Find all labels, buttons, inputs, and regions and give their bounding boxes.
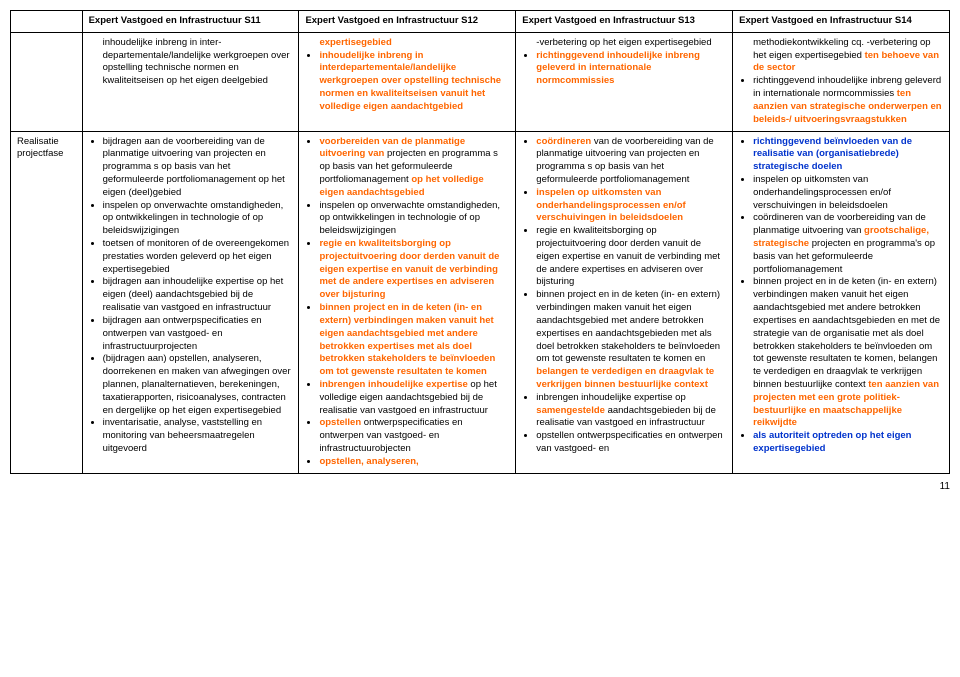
s11-b6: (bijdragen aan) opstellen, analyseren, d… [103, 353, 293, 417]
cell-s13-top: -verbetering op het eigen expertisegebie… [516, 32, 733, 131]
s12-b4: binnen project en in de keten (in- en ex… [319, 302, 509, 379]
row-realisatie-label: Realisatie projectfase [11, 131, 83, 473]
header-blank [11, 11, 83, 33]
row-top: inhoudelijke inbreng in inter-departemen… [11, 32, 950, 131]
s11-b3: toetsen of monitoren of de overeengekome… [103, 238, 293, 276]
cell-s12-top: expertisegebied inhoudelijke inbreng in … [299, 32, 516, 131]
cell-s11-realisatie: bijdragen aan de voorbereiding van de pl… [82, 131, 299, 473]
s12-b2: inspelen op onverwachte omstandigheden, … [319, 200, 509, 238]
cell-s14-realisatie: richtinggevend beïnvloeden van de realis… [733, 131, 950, 473]
s11-b4: bijdragen aan inhoudelijke expertise op … [103, 276, 293, 314]
s12-top-b1: expertisegebied [319, 37, 391, 48]
page-number: 11 [10, 480, 950, 494]
s11-b1: bijdragen aan de voorbereiding van de pl… [103, 136, 293, 200]
s14-top-intro: methodiekontwikkeling cq. -verbetering o… [739, 37, 943, 75]
s11-b2: inspelen op onverwachte omstandigheden, … [103, 200, 293, 238]
s12-top-li2: inhoudelijke inbreng in interdepartement… [319, 50, 509, 114]
row-top-label [11, 32, 83, 131]
header-s13: Expert Vastgoed en Infrastructuur S13 [516, 11, 733, 33]
s12-b6: opstellen ontwerpspecificaties en ontwer… [319, 417, 509, 455]
header-s12: Expert Vastgoed en Infrastructuur S12 [299, 11, 516, 33]
s13-top-li1: richtinggevend inhoudelijke inbreng gele… [536, 50, 726, 88]
header-row: Expert Vastgoed en Infrastructuur S11 Ex… [11, 11, 950, 33]
s11-top-text: inhoudelijke inbreng in inter-departemen… [89, 37, 293, 88]
expertise-table: Expert Vastgoed en Infrastructuur S11 Ex… [10, 10, 950, 474]
cell-s11-top: inhoudelijke inbreng in inter-departemen… [82, 32, 299, 131]
s14-b5: als autoriteit optreden op het eigen exp… [753, 430, 943, 456]
s13-b6: opstellen ontwerpspecificaties en ontwer… [536, 430, 726, 456]
cell-s12-realisatie: voorbereiden van de planmatige uitvoerin… [299, 131, 516, 473]
s14-b1: richtinggevend beïnvloeden van de realis… [753, 136, 943, 174]
s12-b7: opstellen, analyseren, [319, 456, 509, 469]
s11-b7: inventarisatie, analyse, vaststelling en… [103, 417, 293, 455]
header-s11: Expert Vastgoed en Infrastructuur S11 [82, 11, 299, 33]
s14-b2: inspelen op uitkomsten van onderhandelin… [753, 174, 943, 212]
row-realisatie: Realisatie projectfase bijdragen aan de … [11, 131, 950, 473]
s11-b5: bijdragen aan ontwerpspecificaties en on… [103, 315, 293, 353]
s13-b1: coördineren van de voorbereiding van de … [536, 136, 726, 187]
s13-top-intro: -verbetering op het eigen expertisegebie… [522, 37, 726, 50]
cell-s14-top: methodiekontwikkeling cq. -verbetering o… [733, 32, 950, 131]
s12-b5: inbrengen inhoudelijke expertise op het … [319, 379, 509, 417]
s12-b1: voorbereiden van de planmatige uitvoerin… [319, 136, 509, 200]
s13-b4: binnen project en in de keten (in- en ex… [536, 289, 726, 392]
s14-b3: coördineren van de voorbereiding van de … [753, 212, 943, 276]
header-s14: Expert Vastgoed en Infrastructuur S14 [733, 11, 950, 33]
s14-top-li1: richtinggevend inhoudelijke inbreng gele… [753, 75, 943, 126]
s13-b2: inspelen op uitkomsten van onderhandelin… [536, 187, 726, 225]
cell-s13-realisatie: coördineren van de voorbereiding van de … [516, 131, 733, 473]
s13-b5: inbrengen inhoudelijke expertise op same… [536, 392, 726, 430]
s14-b4: binnen project en in de keten (in- en ex… [753, 276, 943, 430]
s12-b3: regie en kwaliteitsborging op projectuit… [319, 238, 509, 302]
s13-b3: regie en kwaliteitsborging op projectuit… [536, 225, 726, 289]
